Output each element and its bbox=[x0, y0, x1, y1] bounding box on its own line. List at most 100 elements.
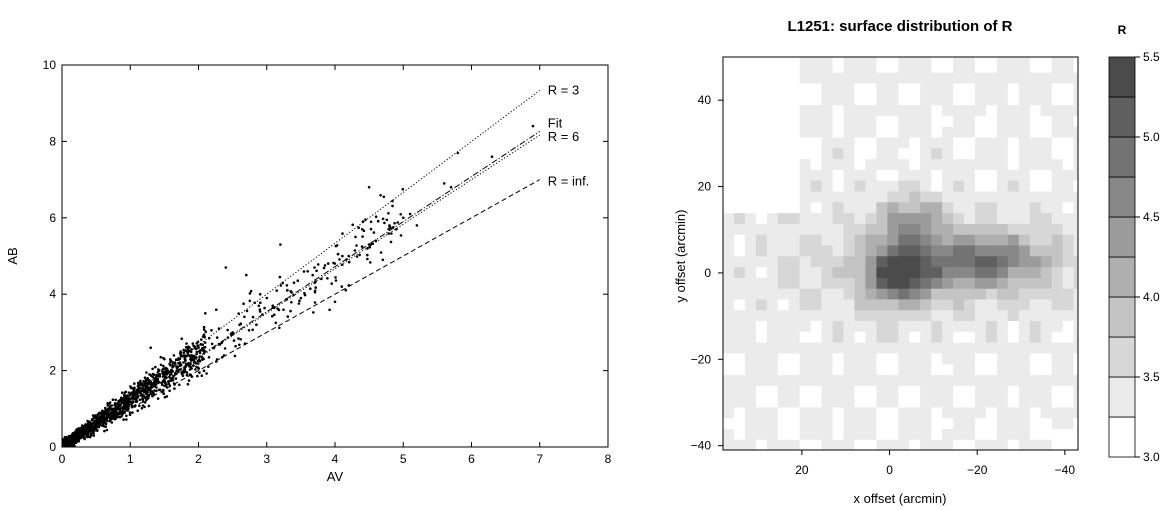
map-cell bbox=[1018, 158, 1031, 170]
map-cell bbox=[755, 93, 768, 106]
scatter-point bbox=[442, 182, 446, 185]
scatter-point bbox=[100, 412, 103, 416]
map-cell bbox=[723, 288, 735, 300]
map-cell bbox=[832, 439, 845, 450]
scatter-point bbox=[368, 245, 372, 249]
map-cell bbox=[723, 352, 735, 365]
scatter-point bbox=[175, 372, 178, 376]
colorbar-band bbox=[1108, 256, 1136, 298]
map-cell bbox=[898, 439, 910, 450]
scatter-point bbox=[78, 433, 82, 436]
colorbar-band bbox=[1108, 416, 1136, 458]
map-cell bbox=[964, 147, 976, 160]
map-cell bbox=[920, 147, 932, 160]
map-cell bbox=[734, 104, 746, 116]
map-cell bbox=[832, 309, 845, 321]
scatter-point bbox=[315, 269, 318, 273]
map-cell bbox=[734, 158, 746, 170]
map-cell bbox=[1062, 158, 1075, 170]
scatter-point bbox=[153, 384, 156, 388]
map-cell bbox=[723, 180, 735, 192]
map-cell bbox=[788, 417, 801, 429]
map-cell bbox=[953, 57, 965, 62]
map-cell bbox=[734, 309, 746, 321]
scatter-point bbox=[247, 329, 251, 332]
map-cell bbox=[975, 298, 987, 311]
scatter-point bbox=[387, 212, 390, 215]
map-cell bbox=[854, 288, 867, 300]
map-cell bbox=[1073, 180, 1078, 192]
map-cell bbox=[1073, 190, 1078, 203]
map-cell bbox=[953, 147, 965, 160]
map-cell bbox=[931, 331, 943, 343]
map-cell bbox=[898, 320, 910, 332]
map-cell bbox=[810, 342, 823, 354]
map-cell bbox=[1073, 320, 1078, 332]
map-cell bbox=[744, 309, 757, 321]
scatter-point bbox=[312, 311, 315, 314]
scatter-point bbox=[161, 383, 164, 387]
scatter-point bbox=[297, 302, 301, 305]
map-cell bbox=[920, 320, 932, 332]
map-cell bbox=[766, 180, 779, 192]
map-cell bbox=[854, 255, 867, 268]
map-cell bbox=[920, 115, 932, 127]
scatter-point bbox=[215, 358, 219, 361]
map-cell bbox=[843, 93, 856, 106]
map-cell bbox=[799, 158, 812, 170]
map-cell bbox=[843, 374, 856, 386]
map-cell bbox=[931, 136, 943, 149]
map-cell bbox=[953, 180, 965, 192]
map-cell bbox=[986, 201, 998, 214]
map-cell bbox=[821, 374, 834, 386]
map-cell bbox=[1029, 169, 1042, 181]
map-cell bbox=[931, 212, 943, 224]
map-cell bbox=[865, 126, 877, 138]
map-cell bbox=[942, 266, 954, 278]
scatter-point bbox=[187, 350, 190, 353]
map-cell bbox=[1007, 406, 1020, 419]
map-cell bbox=[942, 277, 954, 289]
map-cell bbox=[931, 417, 943, 429]
map-cell bbox=[920, 190, 932, 203]
scatter-point bbox=[258, 293, 262, 296]
map-cell bbox=[887, 406, 899, 419]
map-cell bbox=[810, 223, 823, 235]
map-cell bbox=[1040, 255, 1053, 268]
scatter-point bbox=[195, 352, 198, 356]
map-cell bbox=[898, 288, 910, 300]
map-cell bbox=[909, 396, 921, 408]
scatter-point bbox=[169, 363, 172, 367]
scatter-point bbox=[242, 302, 245, 306]
scatter-point bbox=[149, 346, 152, 350]
map-cell bbox=[799, 406, 812, 419]
map-cell bbox=[734, 374, 746, 386]
map-cell bbox=[920, 428, 932, 440]
map-cell bbox=[788, 439, 801, 450]
map-cell bbox=[887, 266, 899, 278]
map-cell bbox=[734, 320, 746, 332]
map-cell bbox=[1007, 158, 1020, 170]
map-cell bbox=[723, 298, 735, 311]
map-cell bbox=[931, 61, 943, 73]
map-cell bbox=[986, 147, 998, 160]
map-cell bbox=[777, 298, 790, 311]
map-cell bbox=[1007, 147, 1020, 160]
map-cell bbox=[942, 93, 954, 106]
map-cell bbox=[865, 234, 877, 246]
map-cell bbox=[876, 147, 888, 160]
map-cell bbox=[887, 288, 899, 300]
map-cell bbox=[876, 255, 888, 268]
scatter-point bbox=[220, 341, 223, 345]
scatter-point bbox=[248, 299, 252, 303]
map-cell bbox=[1085, 137, 1097, 148]
map-cell bbox=[723, 396, 735, 408]
scatter-point bbox=[354, 235, 357, 239]
map-cell bbox=[996, 320, 1009, 332]
map-cell bbox=[755, 136, 768, 149]
scatter-point bbox=[136, 384, 140, 388]
scatter-point bbox=[86, 431, 89, 435]
map-cell bbox=[975, 406, 987, 419]
map-cell bbox=[788, 82, 801, 95]
